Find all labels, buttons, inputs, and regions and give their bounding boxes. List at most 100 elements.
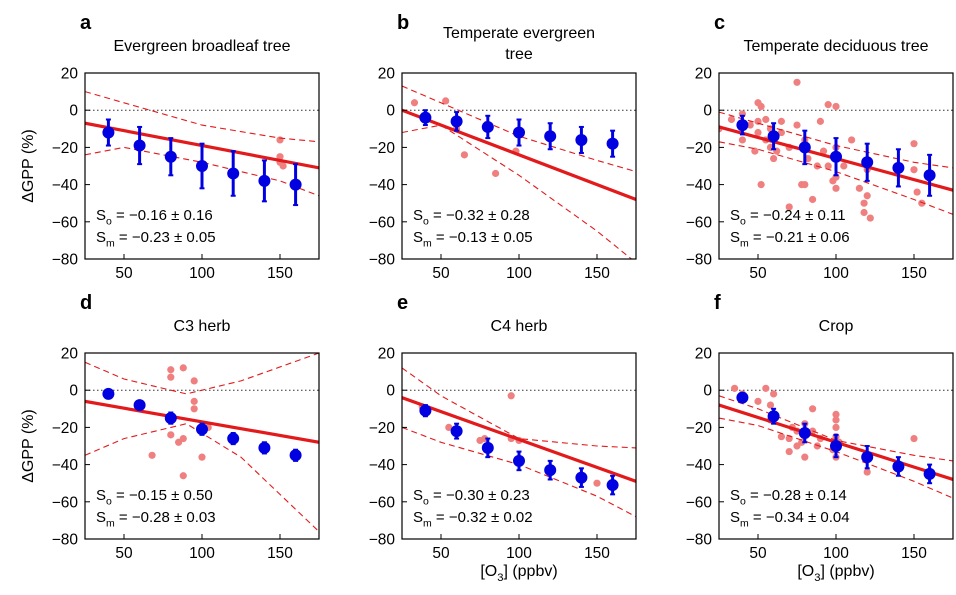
obs-point: [855, 184, 864, 192]
stat-label: So = −0.24 ± 0.11: [730, 207, 846, 228]
obs-point: [866, 214, 874, 222]
obs-point: [785, 447, 793, 456]
x-tick-label: 100: [823, 265, 849, 282]
x-tick-label: 50: [432, 265, 450, 282]
y-tick-label: −20: [52, 140, 79, 157]
panel-letter: e: [397, 292, 408, 314]
obs-point: [762, 384, 770, 392]
stat-label: Sm = −0.21 ± 0.06: [730, 229, 850, 250]
y-tick-label: 20: [695, 66, 713, 83]
panel-letter: a: [80, 12, 92, 34]
ci-upper-line: [402, 85, 636, 173]
y-tick-label: −80: [369, 532, 396, 549]
obs-point: [460, 151, 468, 159]
obs-point: [757, 181, 765, 189]
obs-point: [832, 410, 840, 418]
obs-point: [840, 162, 848, 170]
obs-point: [179, 364, 187, 372]
model-point: [419, 111, 432, 124]
stat-label: So = −0.32 ± 0.28: [413, 207, 530, 228]
obs-point: [148, 451, 156, 459]
y-tick-label: −60: [686, 494, 713, 511]
y-tick-label: 20: [61, 66, 79, 83]
plot-area: [402, 85, 636, 259]
obs-point: [766, 401, 775, 409]
obs-point: [848, 136, 856, 144]
ci-upper-line: [402, 367, 636, 449]
panel-letter: c: [714, 12, 725, 34]
model-point: [227, 167, 240, 180]
panel-a: 20 0 −20 −40 −60 −80 50 100 150 a Evergreen broadl…: [20, 12, 320, 282]
panel-f: 20 0 −20 −40 −60 −80 50 100 150 f Crop So = −0.28 ±…: [686, 292, 954, 584]
y-tick-label: 20: [378, 66, 396, 83]
plot-area: [719, 78, 953, 222]
obs-point: [809, 405, 817, 413]
stat-label: So = −0.15 ± 0.50: [96, 487, 213, 508]
obs-point: [276, 136, 284, 144]
model-point: [544, 130, 557, 143]
y-tick-label: −40: [686, 177, 713, 194]
obs-point: [754, 397, 762, 405]
obs-point: [757, 102, 765, 111]
panel-c: 20 0 −20 −40 −60 −80 50 100 150 c Temperate decidu…: [686, 12, 954, 282]
obs-point: [777, 433, 786, 441]
y-tick-label: 0: [703, 383, 712, 400]
obs-point: [746, 121, 754, 129]
obs-point: [507, 392, 515, 400]
obs-point: [910, 166, 918, 174]
panel-title: Crop: [819, 318, 854, 335]
stat-label: Sm = −0.32 ± 0.02: [413, 509, 533, 530]
plot-area: [85, 353, 319, 532]
y-tick-label: −40: [52, 457, 79, 474]
y-tick-label: −20: [369, 140, 396, 157]
obs-point: [279, 162, 287, 170]
y-tick-label: 0: [386, 383, 395, 400]
y-tick-label: −40: [369, 177, 396, 194]
obs-point: [816, 117, 825, 125]
obs-point: [824, 101, 832, 109]
panel-e: 20 0 −20 −40 −60 −80 50 100 150 e C4 herb So = −0.3…: [369, 292, 637, 584]
y-tick-label: −60: [686, 214, 713, 231]
stat-label: So = −0.30 ± 0.23: [413, 487, 530, 508]
model-point: [892, 460, 905, 473]
model-point: [481, 120, 494, 133]
obs-point: [727, 115, 736, 124]
obs-point: [913, 188, 921, 196]
obs-point: [445, 423, 453, 431]
obs-point: [751, 147, 759, 155]
ci-upper-line: [85, 91, 319, 143]
obs-point: [442, 97, 450, 105]
y-axis-label: ΔGPP (%): [20, 409, 37, 483]
obs-point: [731, 384, 739, 392]
stat-label: Sm = −0.13 ± 0.05: [413, 229, 533, 250]
obs-point: [770, 154, 778, 163]
x-tick-label: 150: [901, 545, 927, 562]
model-point: [258, 441, 271, 454]
obs-point: [190, 397, 198, 405]
model-point: [481, 441, 494, 454]
model-point: [513, 454, 525, 467]
model-point: [606, 137, 619, 150]
obs-point: [762, 115, 770, 124]
x-tick-label: 150: [267, 265, 293, 282]
y-tick-label: 0: [69, 383, 78, 400]
model-point: [289, 449, 302, 462]
x-tick-label: 100: [189, 265, 215, 282]
panel-b: 20 0 −20 −40 −60 −80 50 100 150 b Temperate evergr…: [369, 12, 637, 282]
x-tick-label: 150: [901, 265, 927, 282]
y-tick-label: −20: [369, 420, 396, 437]
model-point: [102, 387, 115, 400]
obs-point: [793, 78, 801, 86]
model-point: [798, 426, 811, 439]
model-point: [575, 133, 588, 146]
model-point: [196, 423, 208, 436]
y-tick-label: −20: [52, 420, 79, 437]
obs-point: [809, 195, 817, 204]
model-point: [419, 404, 432, 417]
panel-title: tree: [505, 46, 533, 63]
model-point: [102, 126, 115, 139]
y-tick-label: 20: [61, 346, 79, 363]
obs-point: [832, 423, 840, 431]
model-point: [164, 150, 177, 163]
obs-point: [832, 102, 840, 111]
